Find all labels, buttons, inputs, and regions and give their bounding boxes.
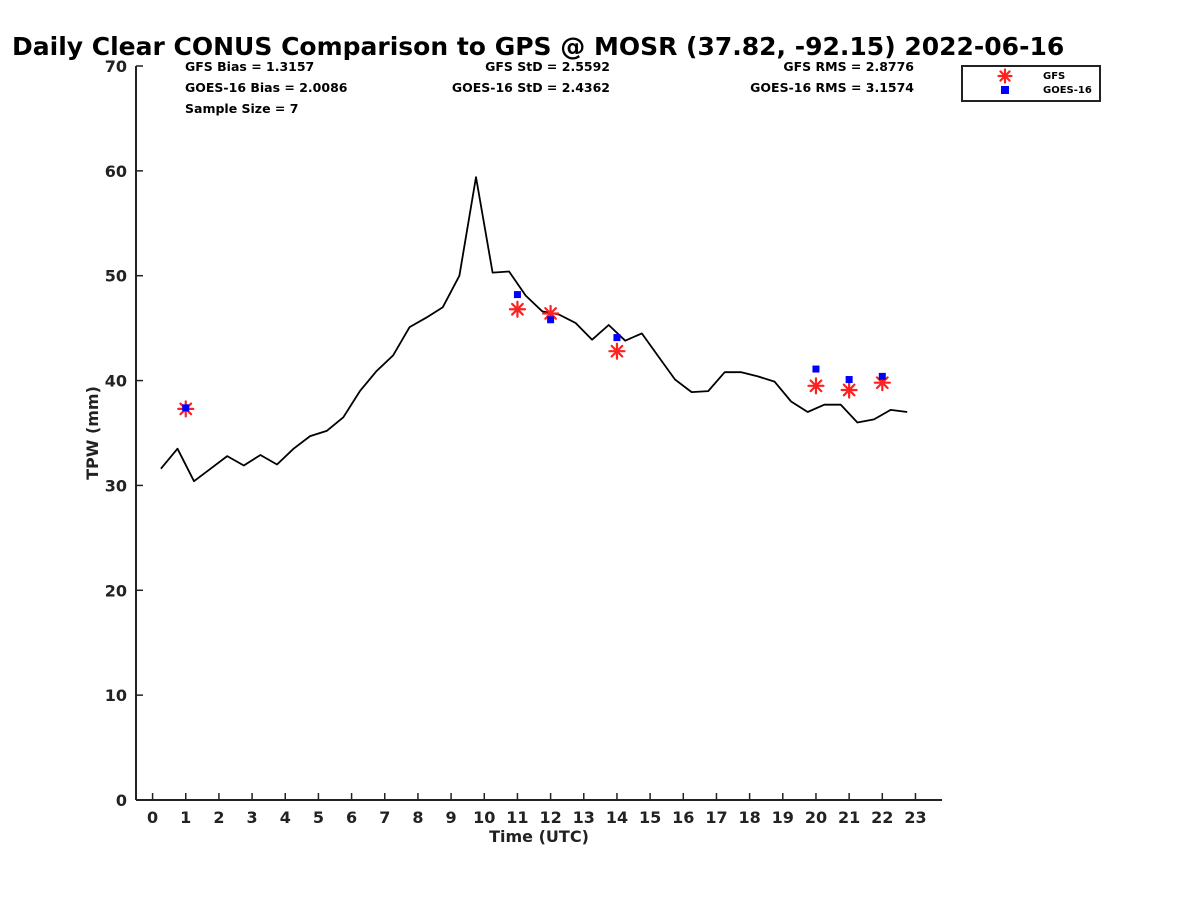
x-tick-label: 16 xyxy=(672,808,694,827)
legend-gfs-asterisk xyxy=(997,68,1013,84)
x-tick-label: 3 xyxy=(247,808,258,827)
stat-gfs-rms: GFS RMS = 2.8776 xyxy=(783,59,914,74)
y-tick-label: 0 xyxy=(116,791,127,810)
x-tick-label: 18 xyxy=(738,808,760,827)
goes16-point xyxy=(812,365,820,373)
stat-gfs-std: GFS StD = 2.5592 xyxy=(485,59,610,74)
x-tick-label: 9 xyxy=(446,808,457,827)
x-tick-label: 5 xyxy=(313,808,324,827)
gfs-point xyxy=(840,381,858,399)
stat-gfs-bias: GFS Bias = 1.3157 xyxy=(185,59,314,74)
y-tick-label: 20 xyxy=(105,581,127,600)
x-tick-label: 7 xyxy=(379,808,390,827)
stat-sample-size: Sample Size = 7 xyxy=(185,101,298,116)
x-tick-label: 14 xyxy=(606,808,628,827)
y-tick-label: 50 xyxy=(105,267,127,286)
gfs-point xyxy=(508,300,527,318)
legend: GFS GOES-16 xyxy=(961,65,1101,102)
axes xyxy=(135,66,942,801)
gfs-point xyxy=(608,342,626,360)
y-tick-label: 10 xyxy=(105,686,127,705)
x-tick-label: 12 xyxy=(539,808,561,827)
stat-goes-rms: GOES-16 RMS = 3.1574 xyxy=(750,80,914,95)
gps-series-line xyxy=(160,176,908,483)
goes16-point xyxy=(547,316,555,324)
gfs-point xyxy=(807,377,825,395)
goes16-point xyxy=(182,404,190,412)
legend-label-gfs: GFS xyxy=(1043,71,1065,82)
y-ticks: 0 10 20 30 40 50 60 70 xyxy=(105,57,143,810)
x-tick-label: 8 xyxy=(412,808,423,827)
x-tick-label: 20 xyxy=(805,808,827,827)
x-tick-label: 2 xyxy=(213,808,224,827)
y-axis-label: TPW (mm) xyxy=(83,386,102,480)
y-tick-label: 60 xyxy=(105,162,127,181)
x-tick-label: 11 xyxy=(506,808,528,827)
x-tick-label: 21 xyxy=(838,808,860,827)
legend-goes-marker xyxy=(1001,86,1009,94)
stat-goes-std: GOES-16 StD = 2.4362 xyxy=(452,80,610,95)
x-tick-label: 13 xyxy=(573,808,595,827)
stat-goes-bias: GOES-16 Bias = 2.0086 xyxy=(185,80,348,95)
legend-gfs-marker xyxy=(997,68,1013,84)
x-tick-label: 17 xyxy=(705,808,727,827)
y-tick-label: 30 xyxy=(105,476,127,495)
x-ticks: 0 1 2 3 4 5 6 7 8 9 10 11 12 13 14 15 16 17 18 19 20 21 22 23 xyxy=(147,793,927,827)
x-tick-label: 1 xyxy=(180,808,191,827)
x-tick-label: 6 xyxy=(346,808,357,827)
x-axis-label: Time (UTC) xyxy=(489,827,589,846)
x-tick-label: 4 xyxy=(280,808,291,827)
y-tick-label: 40 xyxy=(105,372,127,391)
chart-title: Daily Clear CONUS Comparison to GPS @ MO… xyxy=(12,32,1064,61)
goes16-point xyxy=(613,334,621,342)
goes16-point xyxy=(845,376,853,384)
x-tick-label: 10 xyxy=(473,808,495,827)
legend-box xyxy=(961,65,1101,102)
x-tick-label: 0 xyxy=(147,808,158,827)
x-tick-label: 23 xyxy=(904,808,926,827)
stats-block: GFS Bias = 1.3157 GOES-16 Bias = 2.0086 … xyxy=(185,59,914,116)
x-tick-label: 15 xyxy=(639,808,661,827)
y-tick-label: 70 xyxy=(105,57,127,76)
goes16-point xyxy=(513,291,521,299)
goes16-point xyxy=(878,372,886,380)
series-layer xyxy=(160,176,908,483)
x-tick-label: 19 xyxy=(772,808,794,827)
legend-label-goes: GOES-16 xyxy=(1043,85,1092,96)
x-tick-label: 22 xyxy=(871,808,893,827)
